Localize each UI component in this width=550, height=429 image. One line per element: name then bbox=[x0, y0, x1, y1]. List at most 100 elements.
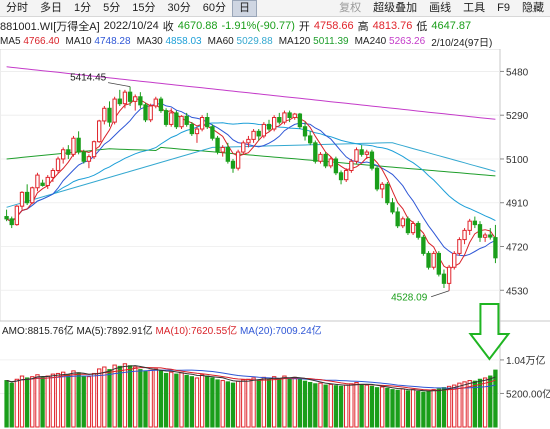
candle-body bbox=[235, 151, 241, 169]
volume-bar bbox=[102, 366, 107, 428]
candle-body bbox=[359, 149, 364, 155]
candle-body bbox=[400, 218, 405, 227]
volume-bar bbox=[246, 378, 251, 428]
candle-body bbox=[40, 182, 45, 186]
hide-button[interactable]: 隐藏 bbox=[522, 1, 544, 14]
volume-bar bbox=[117, 365, 122, 428]
volume-bar bbox=[91, 372, 97, 428]
ma-value: 5263.26 bbox=[389, 36, 426, 47]
candle-body bbox=[328, 158, 333, 167]
volume-bar bbox=[441, 387, 447, 428]
volume-bar bbox=[14, 378, 20, 428]
draw-line-button[interactable]: 画线 bbox=[429, 1, 452, 14]
volume-bar bbox=[4, 380, 9, 428]
candle-body bbox=[122, 91, 128, 105]
period-tab-1[interactable]: 多日 bbox=[40, 1, 62, 14]
candle-body bbox=[390, 202, 395, 213]
volume-bar bbox=[318, 382, 323, 428]
candle-body bbox=[153, 98, 158, 107]
ma-legend-2: MA30 4858.03 bbox=[137, 36, 202, 47]
quote-date: 2022/10/24 bbox=[103, 19, 159, 32]
period-tab-2[interactable]: 1分 bbox=[74, 1, 92, 14]
f9-button[interactable]: F9 bbox=[497, 1, 510, 14]
overlay-button[interactable]: 超级叠加 bbox=[373, 1, 418, 14]
volume-bar bbox=[179, 372, 184, 428]
period-tab-6[interactable]: 60分 bbox=[202, 1, 226, 14]
candle-body bbox=[205, 117, 210, 128]
ma-value: 4766.40 bbox=[23, 36, 60, 47]
volume-bar bbox=[174, 373, 179, 428]
period-tab-7[interactable]: 日 bbox=[232, 0, 257, 17]
candle-body bbox=[431, 252, 436, 268]
candle-body bbox=[225, 146, 231, 162]
volume-bar bbox=[333, 385, 339, 428]
candle-body bbox=[55, 158, 61, 171]
volume-bar bbox=[266, 378, 272, 428]
volume-bar bbox=[410, 389, 416, 428]
period-tab-3[interactable]: 5分 bbox=[103, 1, 121, 14]
ma-label: MA5 bbox=[0, 36, 24, 47]
volume-bar bbox=[426, 390, 431, 428]
volume-bar bbox=[112, 364, 117, 428]
candle-body bbox=[61, 149, 66, 160]
price-tick-label: 5100 bbox=[506, 155, 529, 166]
volume-bar bbox=[271, 376, 277, 428]
period-tab-0[interactable]: 分时 bbox=[6, 1, 28, 14]
security-code: 881001.WI[万得全A] bbox=[0, 20, 100, 33]
volume-bar bbox=[344, 384, 349, 428]
candle-body bbox=[349, 160, 354, 171]
candle-body bbox=[256, 130, 261, 137]
candle-body bbox=[86, 156, 92, 162]
volume-bar bbox=[385, 387, 390, 428]
candle-body bbox=[261, 123, 267, 137]
volume-bar bbox=[446, 385, 452, 428]
volume-bar bbox=[158, 370, 164, 428]
volume-bar bbox=[302, 380, 308, 428]
candle-body bbox=[313, 142, 318, 162]
candle-body bbox=[50, 169, 56, 178]
candle-body bbox=[174, 112, 179, 128]
volume-ma20-label: MA(20): bbox=[240, 326, 276, 337]
period-tab-5[interactable]: 30分 bbox=[167, 1, 191, 14]
candle-body bbox=[81, 151, 86, 162]
volume-bar bbox=[405, 390, 411, 428]
candle-body bbox=[35, 174, 40, 189]
volume-bar bbox=[349, 383, 354, 428]
volume-ma20-value: 7009.24亿 bbox=[276, 324, 322, 337]
candle-body bbox=[421, 236, 426, 254]
volume-bar bbox=[467, 380, 472, 428]
volume-bar bbox=[169, 371, 174, 428]
adjust-button[interactable]: 复权 bbox=[339, 1, 362, 14]
ma-label: MA30 bbox=[136, 36, 166, 47]
low-value: 4647.87 bbox=[431, 19, 472, 32]
ma-value: 4858.03 bbox=[165, 36, 202, 47]
volume-bar bbox=[338, 385, 344, 428]
candle-body bbox=[277, 117, 282, 123]
volume-bar bbox=[143, 371, 148, 428]
volume-bar bbox=[308, 381, 313, 428]
volume-bar bbox=[107, 369, 112, 428]
candle-body bbox=[194, 128, 200, 135]
candle-body bbox=[230, 160, 236, 169]
candle-body bbox=[199, 117, 205, 130]
volume-bar bbox=[127, 365, 133, 428]
volume-tick-label: 1.04万亿 bbox=[506, 354, 545, 367]
volume-ma5-value: 7892.91亿 bbox=[107, 324, 156, 337]
candle-body bbox=[133, 96, 138, 102]
candle-body bbox=[117, 98, 122, 105]
open-value: 4758.66 bbox=[313, 19, 354, 32]
candlestick-chart[interactable]: 5480 5290 5100 4910 4720 4530 5414.45 4528.09 AM… bbox=[0, 49, 550, 429]
ma-legend-1: MA10 4748.28 bbox=[66, 36, 131, 47]
volume-bar bbox=[210, 377, 215, 428]
candle-body bbox=[4, 216, 9, 220]
down-arrow-icon bbox=[468, 303, 511, 361]
close-value: 4670.88 bbox=[177, 19, 218, 32]
candle-body bbox=[323, 153, 328, 167]
volume-bar bbox=[189, 376, 194, 428]
candle-body bbox=[395, 211, 400, 227]
candle-body bbox=[271, 117, 277, 130]
candle-body bbox=[405, 218, 411, 234]
period-tab-4[interactable]: 15分 bbox=[132, 1, 156, 14]
candle-body bbox=[446, 266, 452, 284]
tools-button[interactable]: 工具 bbox=[463, 1, 486, 14]
